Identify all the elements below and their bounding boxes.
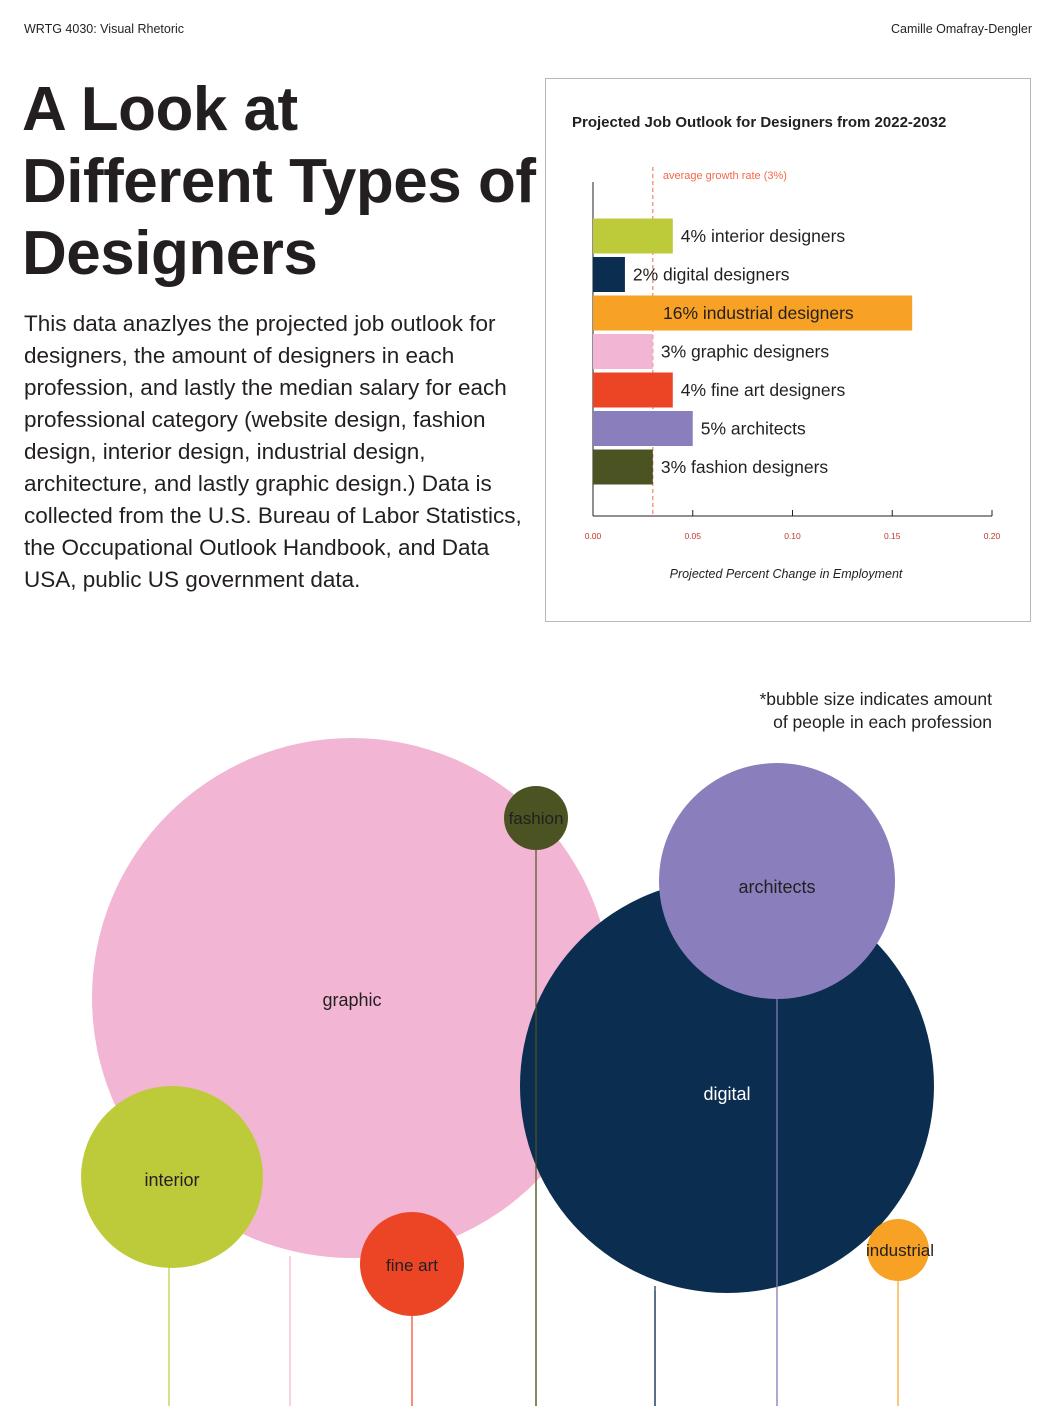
x-tick-label-2: 0.10 <box>784 531 801 541</box>
bubble-industrial <box>867 1219 929 1281</box>
bubble-fine-art <box>360 1212 464 1316</box>
bubble-label-digital: digital <box>703 1084 750 1104</box>
x-tick-label-1: 0.05 <box>684 531 701 541</box>
bubble-architects <box>659 763 895 999</box>
course-label: WRTG 4030: Visual Rhetoric <box>24 22 185 36</box>
bar-label-5: 5% architects <box>701 419 806 439</box>
designer-population-bubble-chart: graphic digital architects interior fine art… <box>81 738 934 1406</box>
bubble-label-fine-art: fine art <box>386 1256 438 1275</box>
bubble-label-graphic: graphic <box>322 990 381 1010</box>
bar-3 <box>593 334 653 369</box>
bar-label-2: 16% industrial designers <box>663 303 854 323</box>
x-tick-label-0: 0.00 <box>585 531 602 541</box>
bubble-size-note: *bubble size indicates amount of people … <box>759 689 992 732</box>
bar-5 <box>593 411 693 446</box>
intro-paragraph: This data anazlyes the projected job out… <box>24 311 522 592</box>
bubble-label-industrial: industrial <box>866 1241 934 1260</box>
bar-label-3: 3% graphic designers <box>661 342 830 362</box>
bubble-fashion <box>504 786 568 850</box>
author-name: Camille Omafray-Dengler <box>890 22 1032 36</box>
bar-chart-panel: Projected Job Outlook for Designers from… <box>545 78 1031 622</box>
bar-label-4: 4% fine art designers <box>681 380 846 400</box>
average-growth-label: average growth rate (3%) <box>663 170 787 182</box>
bar-6 <box>593 449 653 485</box>
bar-label-1: 2% digital designers <box>633 265 790 285</box>
bar-label-6: 3% fashion designers <box>661 457 829 477</box>
bar-label-0: 4% interior designers <box>681 226 846 246</box>
bubble-interior <box>81 1086 263 1268</box>
x-axis-label: Projected Percent Change in Employment <box>670 567 903 581</box>
bar-2 <box>593 295 913 331</box>
bar-1 <box>593 257 625 292</box>
bar-0 <box>593 218 673 254</box>
x-tick-label-4: 0.20 <box>984 531 1001 541</box>
job-outlook-bar-chart: Projected Job Outlook for Designers from… <box>572 114 1001 581</box>
bubble-label-fashion: fashion <box>509 809 564 828</box>
bar-4 <box>593 372 673 408</box>
x-tick-label-3: 0.15 <box>884 531 901 541</box>
bubble-label-interior: interior <box>144 1170 199 1190</box>
chart-title: Projected Job Outlook for Designers from… <box>572 114 946 131</box>
page-title: A Look at Different Types of Designers <box>22 75 536 288</box>
bubble-label-architects: architects <box>738 877 815 897</box>
